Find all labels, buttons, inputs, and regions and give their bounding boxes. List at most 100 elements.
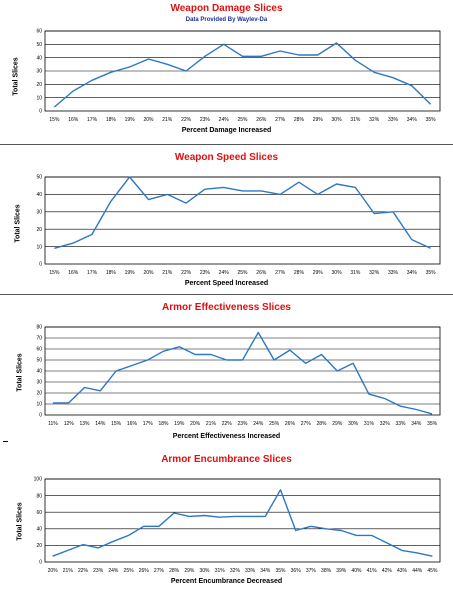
x-axis-label: Percent Speed Increased: [184, 280, 269, 287]
x-tick-label: 15%: [49, 270, 60, 276]
x-tick-label: 43%: [397, 568, 408, 574]
x-tick-label: 16%: [68, 117, 79, 123]
x-tick-label: 21%: [206, 421, 217, 427]
plot-frame: [44, 478, 441, 563]
y-tick-label: 60: [36, 347, 42, 353]
x-tick-label: 22%: [181, 117, 192, 123]
x-tick-label: 19%: [125, 117, 136, 123]
x-tick-label: 29%: [184, 568, 195, 574]
x-tick-label: 35%: [275, 568, 286, 574]
chart-title: Armor Encumbrance Slices: [161, 454, 292, 465]
x-tick-label: 39%: [336, 568, 347, 574]
x-tick-label: 33%: [388, 117, 399, 123]
x-tick-label: 30%: [348, 421, 359, 427]
y-tick-label: 10: [36, 244, 42, 250]
x-tick-label: 13%: [79, 421, 90, 427]
y-tick-label: 60: [36, 29, 42, 35]
x-tick-label: 16%: [127, 421, 138, 427]
x-tick-label: 31%: [350, 117, 361, 123]
x-tick-label: 20%: [190, 421, 201, 427]
x-tick-label: 27%: [275, 117, 286, 123]
x-tick-label: 26%: [256, 117, 267, 123]
data-point: [371, 535, 373, 537]
y-tick-label: 100: [34, 477, 43, 483]
x-tick-label: 32%: [369, 270, 380, 276]
x-tick-label: 14%: [95, 421, 106, 427]
x-tick-label: 19%: [125, 270, 136, 276]
series-line: [52, 331, 433, 415]
x-tick-label: 18%: [158, 421, 169, 427]
x-tick-label: 33%: [395, 421, 406, 427]
x-tick-label: 18%: [106, 117, 117, 123]
x-tick-label: 36%: [291, 568, 302, 574]
y-tick-label: 0: [39, 262, 42, 268]
y-tick-label: 20: [36, 391, 42, 397]
x-tick-label: 24%: [219, 117, 230, 123]
x-tick-label: 12%: [64, 421, 75, 427]
x-tick-label: 17%: [87, 117, 98, 123]
x-tick-label: 34%: [411, 421, 422, 427]
x-axis-label: Percent Encumbrance Decreased: [170, 578, 283, 585]
data-point: [82, 544, 84, 546]
data-point: [401, 550, 403, 552]
x-tick-label: 23%: [237, 421, 248, 427]
data-point: [341, 530, 343, 532]
x-tick-label: 25%: [269, 421, 280, 427]
x-tick-label: 28%: [169, 568, 180, 574]
x-tick-label: 35%: [426, 270, 437, 276]
panel-separator: [0, 294, 453, 295]
x-axis-label: Percent Damage Increased: [181, 127, 272, 134]
x-tick-label: 25%: [237, 117, 248, 123]
y-tick-label: 30: [36, 210, 42, 216]
y-tick-label: 50: [36, 175, 42, 181]
x-tick-label: 27%: [154, 568, 165, 574]
x-tick-label: 25%: [237, 270, 248, 276]
x-tick-label: 15%: [49, 117, 60, 123]
series-line: [53, 42, 432, 108]
y-tick-label: 80: [36, 325, 42, 331]
x-tick-label: 26%: [285, 421, 296, 427]
x-tick-label: 27%: [275, 270, 286, 276]
x-tick-label: 40%: [351, 568, 362, 574]
x-tick-label: 21%: [63, 568, 74, 574]
x-tick-label: 17%: [143, 421, 154, 427]
x-tick-label: 24%: [219, 270, 230, 276]
y-tick-label: 10: [36, 95, 42, 101]
x-tick-label: 20%: [143, 117, 154, 123]
chart-plot-3: 0 10 20 30 40 50 60 70 80 11% 12% 13% 14% 15% 16% 17% 18…: [36, 325, 441, 427]
x-tick-label: 29%: [332, 421, 343, 427]
panel-separator: [0, 144, 453, 145]
x-tick-label: 29%: [313, 270, 324, 276]
y-tick-label: 20: [36, 543, 42, 549]
data-point: [143, 526, 145, 528]
data-point: [280, 489, 282, 491]
x-tick-label: 27%: [301, 421, 312, 427]
x-tick-label: 23%: [93, 568, 104, 574]
x-tick-label: 28%: [316, 421, 327, 427]
x-tick-label: 22%: [222, 421, 233, 427]
data-point: [219, 516, 221, 518]
series-line: [54, 176, 431, 249]
x-tick-label: 34%: [407, 117, 418, 123]
x-tick-label: 11%: [48, 421, 58, 427]
y-tick-label: 40: [36, 55, 42, 61]
x-tick-label: 42%: [382, 568, 393, 574]
x-tick-label: 35%: [427, 421, 438, 427]
x-tick-label: 25%: [124, 568, 135, 574]
x-tick-label: 24%: [108, 568, 119, 574]
y-tick-label: 50: [36, 358, 42, 364]
x-tick-label: 22%: [181, 270, 192, 276]
x-tick-label: 19%: [174, 421, 185, 427]
plot-frame: [44, 326, 441, 416]
stray-dash-mark: [3, 441, 8, 442]
data-point: [204, 515, 206, 517]
data-point: [386, 542, 388, 544]
x-tick-label: 33%: [388, 270, 399, 276]
x-tick-label: 17%: [87, 270, 98, 276]
x-tick-label: 15%: [111, 421, 122, 427]
y-tick-label: 0: [39, 413, 42, 419]
y-tick-label: 0: [39, 560, 42, 566]
y-tick-label: 40: [36, 527, 42, 533]
x-tick-label: 30%: [332, 117, 343, 123]
y-tick-label: 20: [36, 82, 42, 88]
